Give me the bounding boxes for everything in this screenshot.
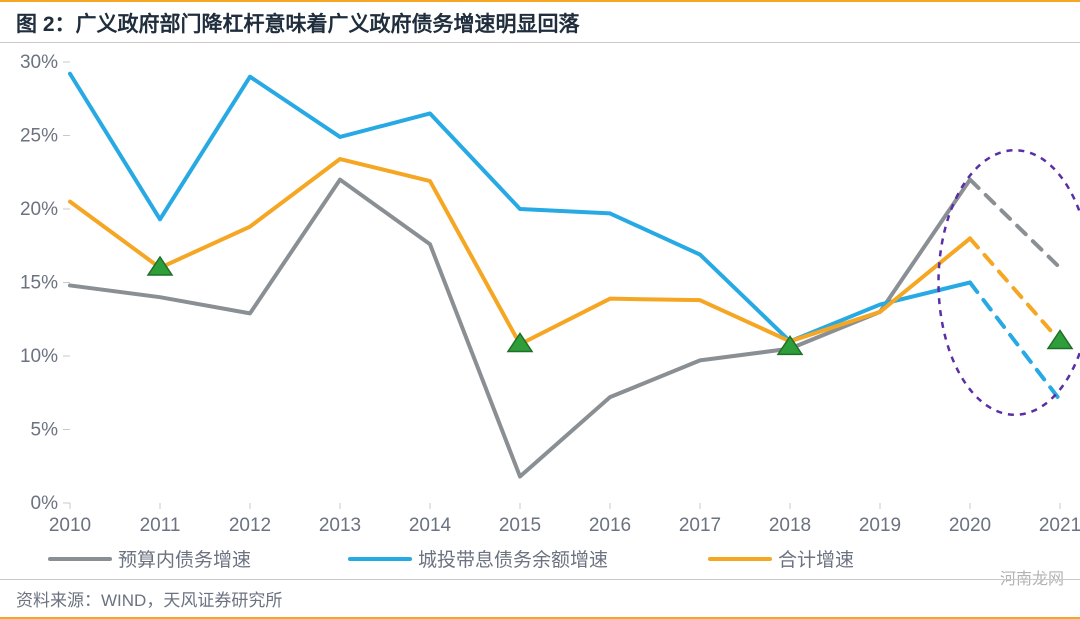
svg-text:0%: 0% [31, 493, 59, 514]
chart-title: 图 2：广义政府部门降杠杆意味着广义政府债务增速明显回落 [0, 2, 1080, 43]
svg-text:城投带息债务余额增速: 城投带息债务余额增速 [418, 549, 608, 571]
svg-text:2019: 2019 [859, 515, 901, 536]
svg-text:10%: 10% [20, 346, 58, 367]
svg-text:25%: 25% [20, 126, 58, 147]
svg-text:2021: 2021 [1039, 515, 1080, 536]
chart-area: 0% 5% 10% 15% 20% 25% 30% 2010 2011 2012 2013 2014 2… [0, 44, 1080, 581]
svg-text:合计增速: 合计增速 [778, 549, 854, 571]
svg-text:2010: 2010 [49, 515, 91, 536]
svg-text:5%: 5% [31, 420, 59, 441]
svg-text:预算内债务增速: 预算内债务增速 [118, 549, 251, 571]
svg-text:2020: 2020 [949, 515, 991, 536]
svg-text:2013: 2013 [319, 515, 361, 536]
svg-text:2014: 2014 [409, 515, 452, 536]
svg-text:15%: 15% [20, 273, 58, 294]
svg-text:2018: 2018 [769, 515, 811, 536]
svg-text:30%: 30% [20, 52, 58, 73]
svg-text:2015: 2015 [499, 515, 541, 536]
figure-container: 图 2：广义政府部门降杠杆意味着广义政府债务增速明显回落 0% 5% 10% 15% 2… [0, 0, 1080, 619]
svg-text:20%: 20% [20, 199, 58, 220]
svg-text:2011: 2011 [140, 515, 181, 536]
source-text: 资料来源：WIND，天风证券研究所 [0, 579, 1080, 617]
svg-text:2016: 2016 [589, 515, 631, 536]
line-chart-svg: 0% 5% 10% 15% 20% 25% 30% 2010 2011 2012 2013 2014 2… [0, 44, 1080, 581]
svg-text:2012: 2012 [229, 515, 271, 536]
svg-text:2017: 2017 [679, 515, 721, 536]
